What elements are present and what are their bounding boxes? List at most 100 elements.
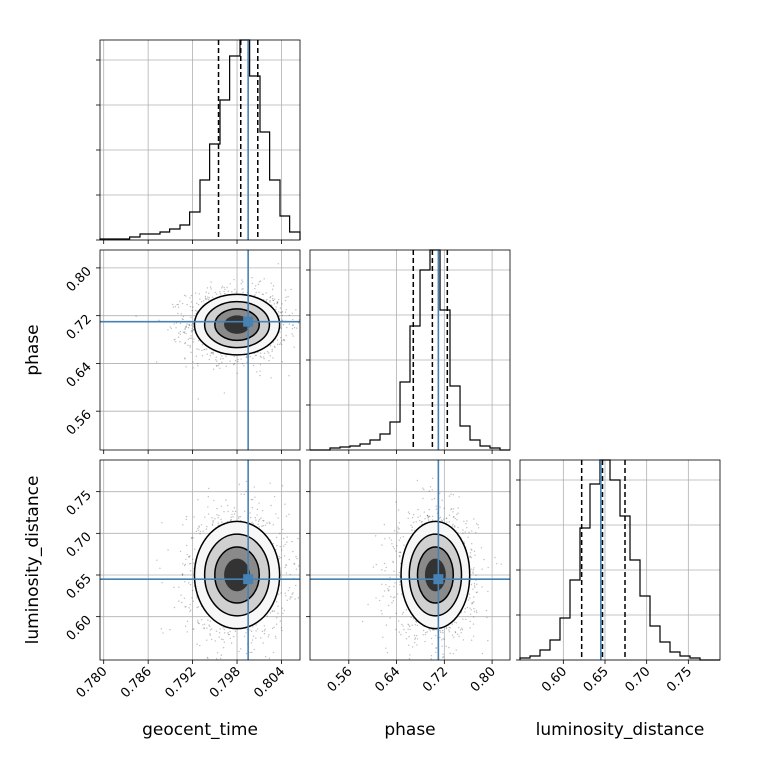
- sample-point: [193, 328, 195, 331]
- sample-point: [285, 564, 288, 566]
- sample-point: [406, 661, 407, 662]
- sample-point: [419, 515, 422, 517]
- sample-point: [284, 566, 286, 569]
- y-tick-label: 0.80: [64, 264, 95, 295]
- sample-point: [135, 315, 137, 317]
- sample-point: [273, 345, 276, 348]
- sample-point: [277, 593, 280, 595]
- sample-point: [215, 356, 217, 358]
- sample-point: [407, 517, 409, 519]
- sample-point: [445, 517, 448, 519]
- sample-point: [177, 312, 179, 315]
- sample-point: [417, 516, 419, 519]
- sample-point: [281, 303, 283, 305]
- sample-point: [391, 543, 393, 545]
- sample-point: [472, 623, 475, 625]
- sample-point: [270, 504, 272, 507]
- sample-point: [408, 512, 411, 515]
- sample-point: [442, 631, 444, 634]
- sample-point: [399, 537, 402, 539]
- sample-point: [208, 624, 210, 626]
- sample-point: [435, 647, 437, 649]
- sample-point: [262, 509, 264, 512]
- sample-point: [384, 538, 386, 540]
- sample-point: [285, 515, 288, 517]
- sample-point: [464, 531, 466, 533]
- sample-point: [269, 355, 271, 357]
- sample-point: [196, 643, 198, 645]
- sample-point: [287, 589, 290, 592]
- sample-point: [456, 519, 458, 521]
- sample-point: [261, 293, 264, 295]
- sample-point: [306, 337, 307, 338]
- sample-point: [275, 536, 278, 539]
- truth-marker: [433, 574, 444, 585]
- sample-point: [214, 291, 216, 294]
- sample-point: [382, 595, 384, 597]
- sample-point: [209, 286, 212, 288]
- sample-point: [230, 519, 232, 521]
- sample-point: [283, 537, 285, 540]
- sample-point: [475, 523, 478, 525]
- sample-point: [197, 527, 199, 530]
- sample-point: [231, 513, 233, 516]
- sample-point: [278, 343, 281, 346]
- sample-point: [252, 626, 254, 628]
- sample-point: [470, 639, 473, 641]
- sample-point: [462, 529, 464, 531]
- sample-point: [228, 633, 230, 636]
- contour-line: [400, 520, 471, 630]
- sample-point: [259, 370, 261, 372]
- sample-point: [190, 351, 192, 354]
- sample-point: [453, 515, 455, 518]
- sample-point: [223, 511, 225, 513]
- sample-point: [477, 524, 479, 526]
- sample-point: [476, 591, 478, 593]
- sample-point: [233, 507, 236, 509]
- sample-point: [274, 346, 276, 349]
- sample-point: [448, 495, 451, 497]
- sample-point: [259, 280, 262, 282]
- sample-point: [302, 564, 303, 565]
- sample-point: [222, 647, 225, 649]
- sample-point: [184, 563, 187, 566]
- sample-point: [467, 536, 469, 539]
- sample-point: [172, 306, 175, 308]
- sample-point: [393, 547, 396, 550]
- sample-point: [285, 296, 287, 299]
- sample-point: [466, 520, 468, 522]
- sample-point: [258, 526, 261, 528]
- sample-point: [200, 524, 203, 526]
- sample-point: [223, 286, 225, 289]
- contour-line: [416, 546, 455, 604]
- sample-point: [241, 288, 243, 290]
- contour-line: [214, 546, 261, 604]
- sample-point: [285, 594, 287, 597]
- sample-point: [255, 637, 257, 639]
- sample-point: [291, 324, 294, 327]
- sample-point: [381, 613, 383, 615]
- sample-point: [188, 555, 190, 558]
- sample-point: [244, 510, 246, 512]
- sample-point: [279, 336, 282, 339]
- sample-point: [179, 550, 182, 553]
- sample-point: [182, 318, 184, 321]
- sample-point: [269, 300, 271, 302]
- sample-point: [227, 510, 229, 513]
- sample-point: [280, 592, 282, 594]
- sample-point: [209, 625, 211, 628]
- sample-point: [420, 521, 423, 523]
- sample-point: [181, 574, 184, 576]
- sample-point: [197, 398, 200, 400]
- sample-point: [276, 302, 278, 305]
- x-tick-label: 0.780: [74, 664, 111, 701]
- sample-point: [291, 596, 293, 598]
- sample-point: [255, 630, 257, 632]
- sample-point: [278, 557, 280, 560]
- sample-point: [398, 620, 400, 622]
- sample-point: [209, 629, 212, 631]
- sample-point: [221, 285, 224, 287]
- sample-point: [233, 363, 236, 365]
- sample-point: [273, 626, 275, 629]
- sample-point: [203, 627, 205, 629]
